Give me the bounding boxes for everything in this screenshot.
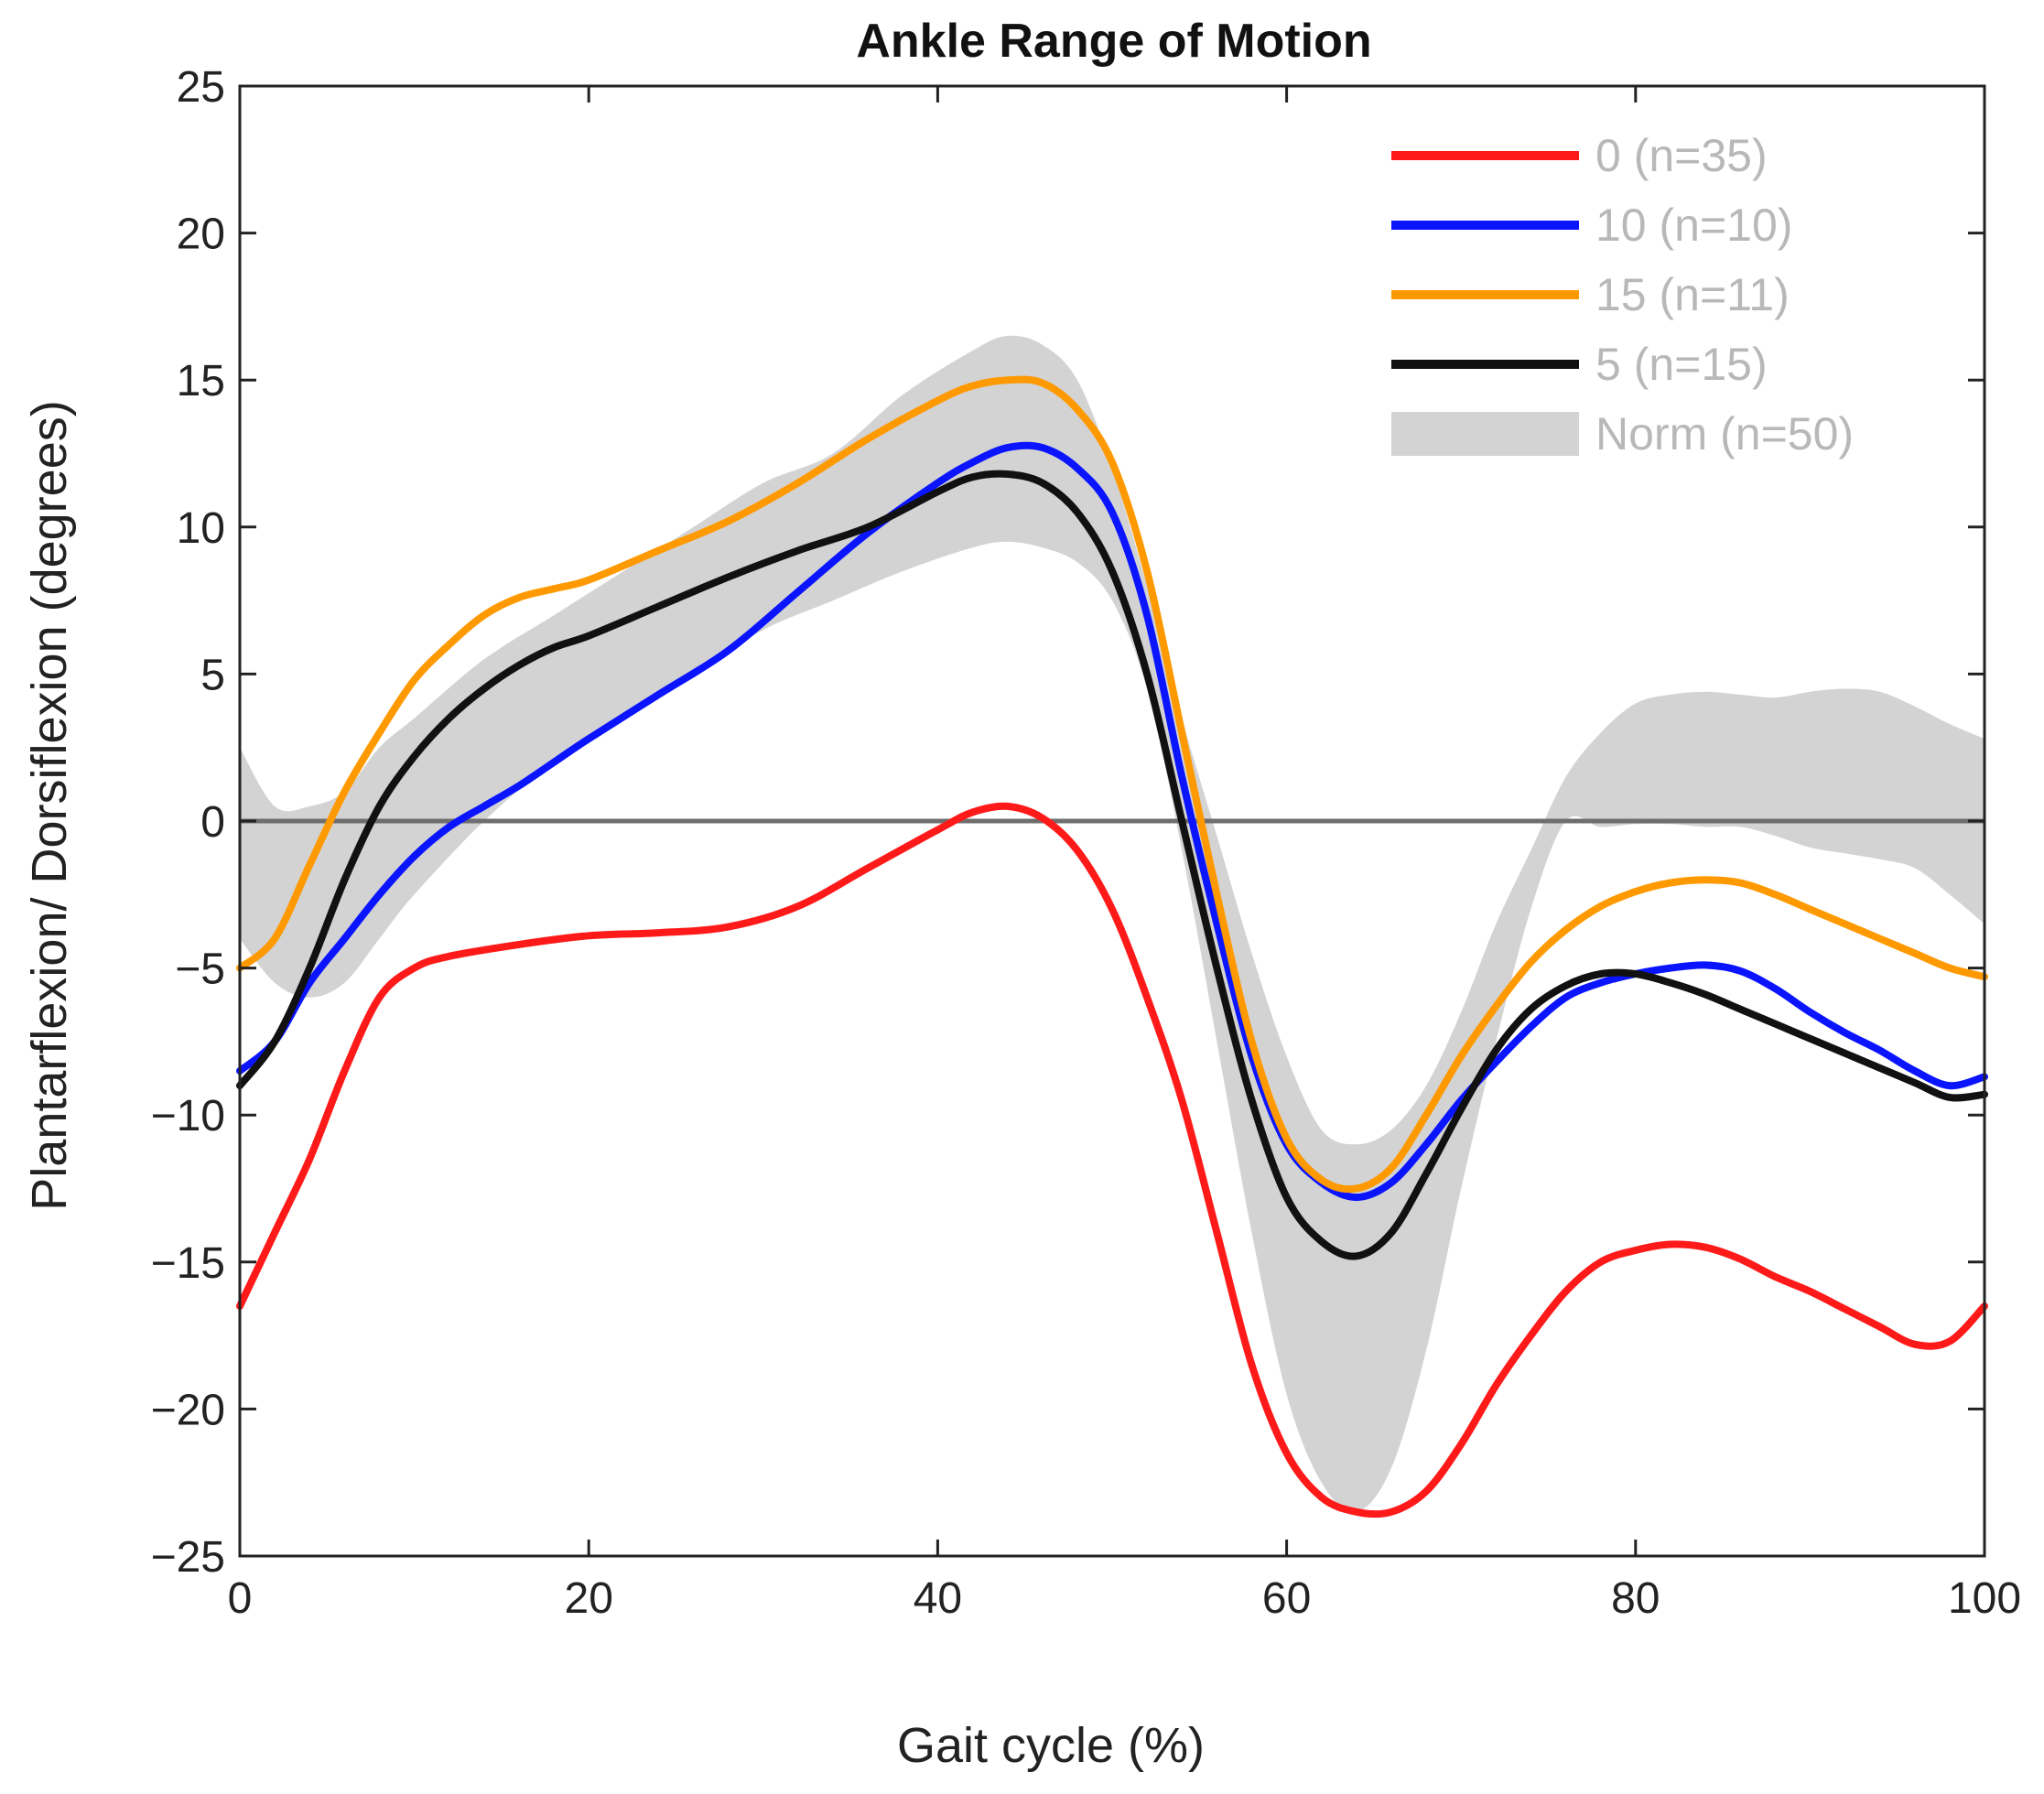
x-tick-label: 20 [565,1574,613,1623]
series-line-3 [236,470,1988,1260]
series-lines-layer [236,375,1988,1518]
series-line-2 [236,375,1988,1194]
legend-swatch-band [1391,412,1579,456]
legend-label: 0 (n=35) [1595,130,1768,181]
x-tick-label: 0 [228,1574,253,1623]
chart-title: Ankle Range of Motion [856,15,1371,68]
norm-band-layer [240,335,1985,1513]
y-tick-label: 25 [177,63,225,112]
legend-label: Norm (n=50) [1595,408,1854,459]
x-tick-label: 100 [1948,1574,2021,1623]
y-tick-label: 15 [177,357,225,405]
y-axis-title: Plantarflexion/ Dorsiflexion (degrees) [22,400,77,1210]
series-line-1 [236,441,1988,1202]
y-tick-label: 5 [200,651,225,699]
y-tick-label: −25 [151,1533,225,1582]
y-tick-label: −15 [151,1239,225,1288]
x-axis-title: Gait cycle (%) [897,1718,1205,1773]
legend-label: 10 (n=10) [1595,200,1792,251]
x-tick-label: 80 [1611,1574,1660,1623]
legend-label: 15 (n=11) [1595,269,1790,320]
y-tick-label: −20 [151,1386,225,1434]
x-axis: 0 20 40 60 80 100 [228,86,2021,1623]
y-tick-label: −10 [151,1092,225,1140]
series-line-0 [236,802,1988,1518]
x-tick-label: 40 [914,1574,962,1623]
x-tick-label: 60 [1262,1574,1311,1623]
norm-band [240,335,1985,1513]
y-tick-label: −5 [175,946,225,994]
legend-label: 5 (n=15) [1595,339,1768,390]
legend: 0 (n=35) 10 (n=10) 15 (n=11) 5 (n=15) Norm (… [1391,130,1854,459]
y-tick-label: 20 [177,211,225,259]
y-tick-label: 0 [200,798,225,847]
y-axis: 25 20 15 10 5 0 −5 −10 −15 −20 −25 [151,63,1985,1582]
y-tick-label: 10 [177,504,225,553]
